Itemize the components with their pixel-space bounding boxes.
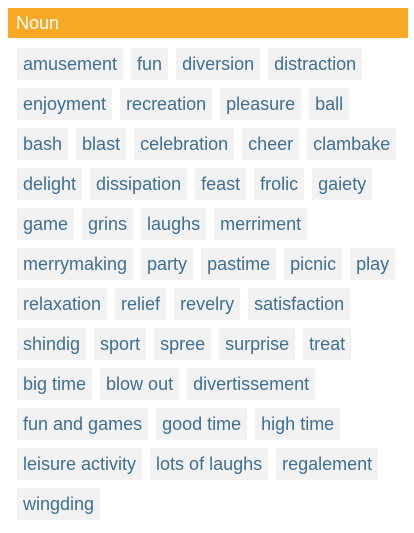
synonym-chip[interactable]: diversion (176, 48, 261, 80)
synonym-chip[interactable]: grins (82, 208, 134, 240)
synonym-chip[interactable]: clambake (307, 128, 397, 160)
synonym-chip[interactable]: fun and games (17, 408, 149, 440)
synonym-chip[interactable]: good time (156, 408, 248, 440)
synonym-chip[interactable]: pastime (201, 248, 277, 280)
synonym-chip[interactable]: picnic (284, 248, 343, 280)
synonym-chip[interactable]: fun (131, 48, 169, 80)
synonym-chip[interactable]: laughs (141, 208, 207, 240)
synonym-chip[interactable]: recreation (120, 88, 213, 120)
synonym-chip[interactable]: game (17, 208, 75, 240)
synonym-chip[interactable]: high time (255, 408, 341, 440)
synonym-chip[interactable]: party (141, 248, 194, 280)
synonym-chip-list: amusement fun diversion distraction enjoymen… (8, 38, 408, 520)
synonym-chip[interactable]: bash (17, 128, 69, 160)
synonym-chip[interactable]: wingding (17, 488, 101, 520)
synonym-chip[interactable]: regalement (276, 448, 379, 480)
synonym-chip[interactable]: divertissement (187, 368, 316, 400)
synonym-chip[interactable]: surprise (219, 328, 296, 360)
synonym-chip[interactable]: ball (309, 88, 350, 120)
synonym-chip[interactable]: enjoyment (17, 88, 113, 120)
synonym-chip[interactable]: dissipation (90, 168, 188, 200)
synonym-chip[interactable]: gaiety (312, 168, 373, 200)
synonym-chip[interactable]: frolic (254, 168, 305, 200)
synonym-chip[interactable]: sport (94, 328, 147, 360)
synonym-chip[interactable]: cheer (242, 128, 300, 160)
synonym-chip[interactable]: shindig (17, 328, 87, 360)
synonym-chip[interactable]: treat (303, 328, 352, 360)
synonym-chip[interactable]: spree (154, 328, 212, 360)
synonym-chip[interactable]: satisfaction (248, 288, 351, 320)
synonym-chip[interactable]: merrymaking (17, 248, 134, 280)
synonym-chip[interactable]: amusement (17, 48, 124, 80)
synonym-chip[interactable]: revelry (174, 288, 241, 320)
part-of-speech-header: Noun (8, 8, 408, 38)
synonym-chip[interactable]: play (350, 248, 396, 280)
synonym-chip[interactable]: merriment (214, 208, 308, 240)
synonym-chip[interactable]: feast (195, 168, 247, 200)
synonym-chip[interactable]: pleasure (220, 88, 302, 120)
synonym-chip[interactable]: blast (76, 128, 127, 160)
synonym-chip[interactable]: distraction (268, 48, 363, 80)
synonym-chip[interactable]: relaxation (17, 288, 108, 320)
synonym-chip[interactable]: celebration (134, 128, 235, 160)
synonym-chip[interactable]: delight (17, 168, 83, 200)
synonym-chip[interactable]: relief (115, 288, 167, 320)
synonym-section-noun: Noun amusement fun diversion distraction enj… (8, 8, 408, 520)
synonym-chip[interactable]: big time (17, 368, 93, 400)
synonym-chip[interactable]: lots of laughs (150, 448, 269, 480)
synonym-chip[interactable]: blow out (100, 368, 180, 400)
synonym-chip[interactable]: leisure activity (17, 448, 143, 480)
